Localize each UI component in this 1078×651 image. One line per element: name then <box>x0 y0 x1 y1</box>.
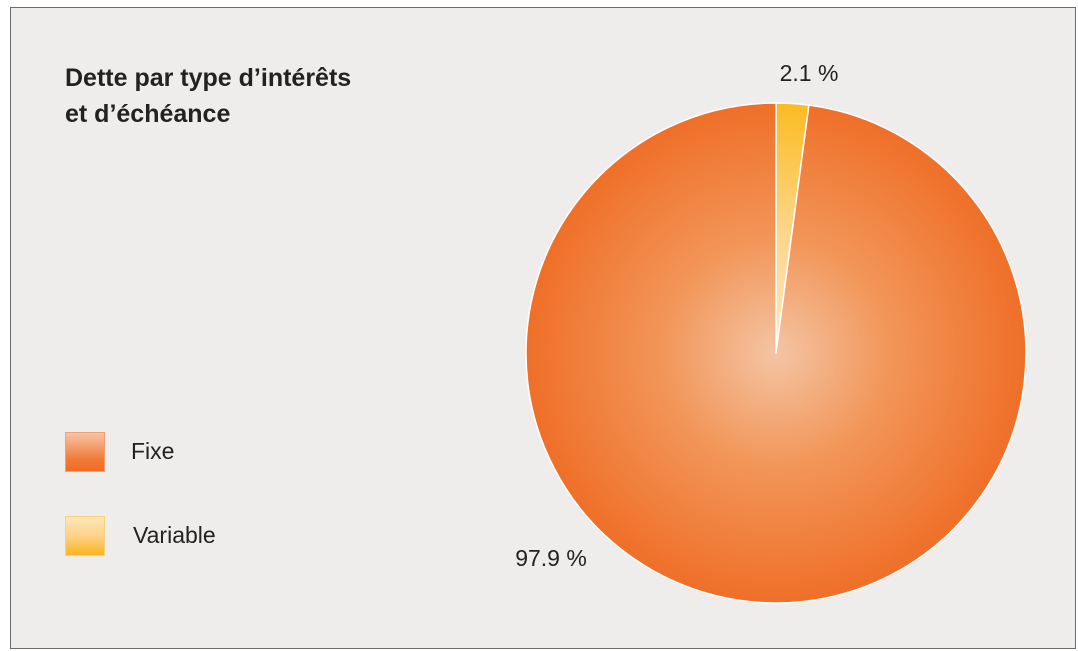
data-label-variable: 2.1 % <box>780 60 839 86</box>
legend-label-fixe: Fixe <box>131 438 175 464</box>
legend-swatch-variable <box>65 516 105 556</box>
chart-title: Dette par type d’intérêts et d’échéance <box>65 60 351 132</box>
chart-title-line-1: Dette par type d’intérêts <box>65 64 352 92</box>
pie-slice-fixe <box>525 102 1027 604</box>
legend-label-variable: Variable <box>133 522 216 548</box>
pie-chart: 2.1 % 97.9 % <box>515 60 1027 604</box>
legend-swatch-fixe <box>65 432 105 472</box>
data-label-fixe: 97.9 % <box>515 545 587 571</box>
pie-slices <box>525 102 1027 604</box>
chart-title-line-2: et d’échéance <box>65 100 231 128</box>
chart-frame: Dette par type d’intérêts et d’échéance … <box>10 7 1076 649</box>
